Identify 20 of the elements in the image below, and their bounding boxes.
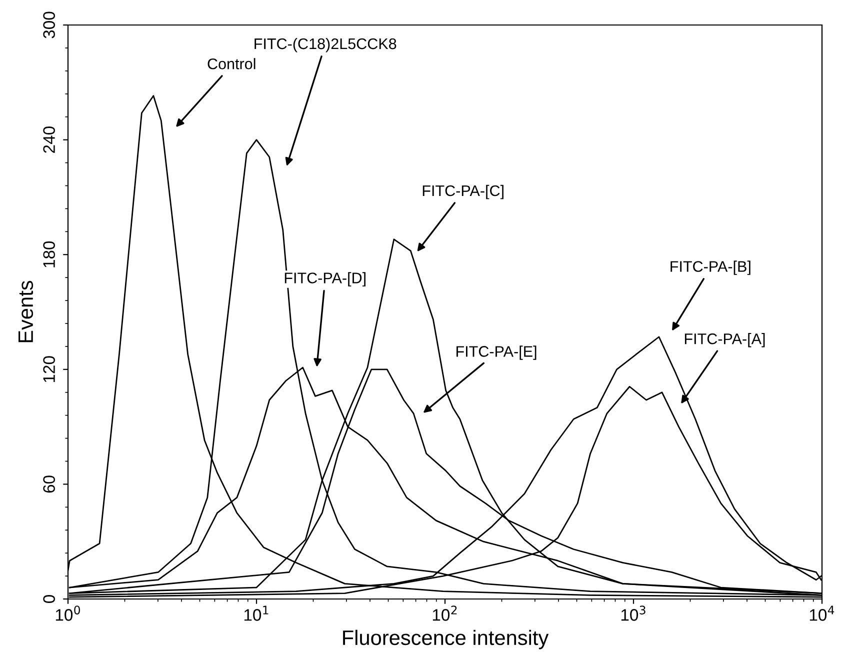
annotation: FITC-PA-[A] — [684, 333, 765, 348]
y-tick-label: 180 — [43, 241, 55, 268]
annotation: FITC-PA-[C] — [422, 184, 504, 200]
x-tick-label: 10$^{0}$ — [56, 606, 80, 621]
y-tick-label: 300 — [43, 12, 55, 38]
annotation: FITC-(C18)2L5CCK8 — [254, 38, 396, 52]
y-tick-label: 120 — [43, 356, 55, 382]
x-tick-label: 10$^{4}$ — [810, 606, 834, 621]
y-axis-title: Events — [18, 280, 34, 342]
annotation: FITC-PA-[B] — [670, 260, 750, 275]
y-tick-label: 0 — [43, 595, 55, 603]
x-tick-label: 10$^{3}$ — [621, 606, 646, 621]
x-tick-label: 10$^{2}$ — [432, 606, 457, 621]
annotation: FITC-PA-[D] — [284, 272, 366, 286]
y-tick-label: 240 — [43, 126, 55, 153]
x-tick-label: 10$^{1}$ — [244, 606, 268, 621]
annotation: Control — [208, 58, 256, 70]
annotation: FITC-PA-[E] — [456, 346, 536, 360]
y-tick-label: 60 — [43, 476, 55, 493]
x-axis-title: Fluorescence intensity — [343, 630, 549, 650]
